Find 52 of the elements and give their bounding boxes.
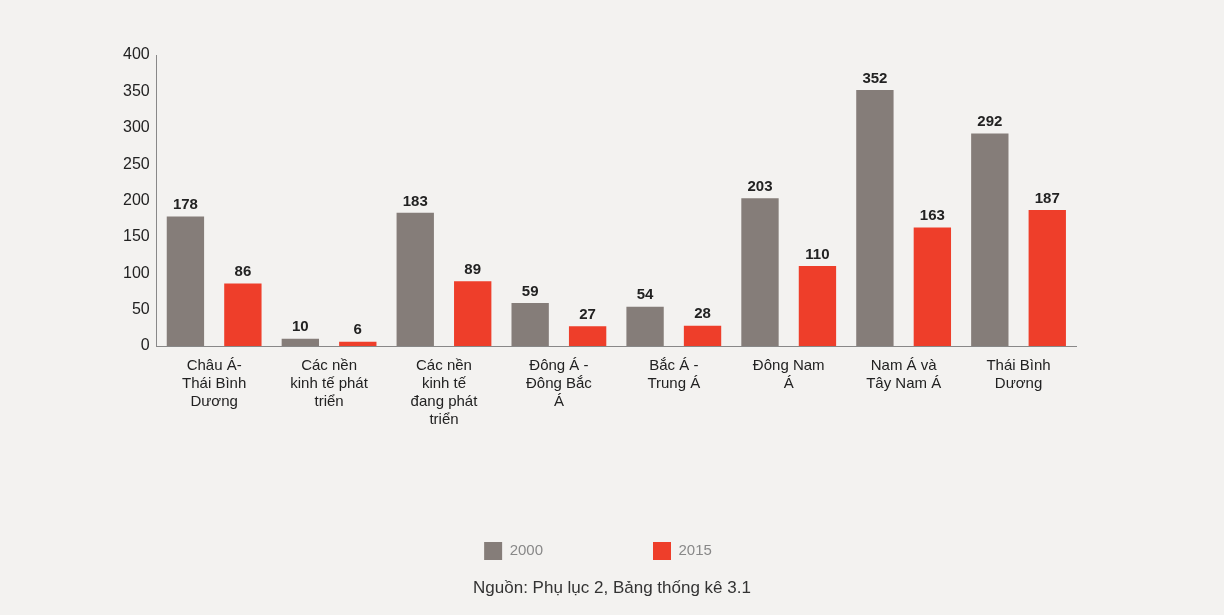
data-label: 183 (402, 191, 428, 209)
x-tick-label: Các nền kinh tế đang phát triển (410, 356, 479, 428)
bar (568, 326, 607, 346)
data-label: 292 (977, 112, 1003, 130)
bar (224, 283, 262, 346)
data-label: 6 (353, 320, 362, 338)
x-tick-label: Đông Á - Đông Bắc Á (525, 356, 593, 410)
data-label: 187 (1034, 188, 1060, 206)
bar (281, 338, 320, 346)
x-tick-label: Thái Bình Dương (986, 356, 1051, 392)
bar (683, 325, 722, 346)
y-tick-label: 0 (140, 336, 150, 354)
y-tick-label: 250 (122, 154, 150, 172)
x-tick-label: Đông Nam Á (752, 356, 825, 392)
data-label: 352 (862, 68, 888, 86)
legend-label: 2015 (678, 541, 712, 559)
x-tick-label: Nam Á và Tây Nam Á (866, 356, 942, 392)
bar (454, 281, 492, 346)
data-label: 89 (464, 259, 482, 277)
data-label: 10 (291, 317, 309, 335)
bar (971, 133, 1009, 346)
data-label: 203 (747, 176, 773, 194)
data-label: 86 (234, 262, 252, 280)
y-tick-label: 200 (122, 190, 150, 208)
bar (339, 341, 377, 346)
bar (856, 89, 894, 346)
data-label: 27 (579, 305, 596, 322)
bar (798, 265, 837, 346)
x-tick-label: Châu Á- Thái Bình Dương (182, 356, 247, 410)
legend-label: 2000 (509, 541, 544, 559)
bar (396, 212, 434, 346)
bar (1028, 209, 1066, 346)
bar (626, 306, 664, 346)
x-tick-label: Các nền kinh tế phát triển (290, 356, 369, 410)
y-tick-label: 150 (122, 227, 150, 245)
data-label: 163 (919, 206, 945, 224)
x-tick-label: Bắc Á - Trung Á (647, 356, 701, 392)
y-tick-label: 350 (122, 81, 150, 99)
data-label: 110 (805, 244, 830, 262)
y-tick-label: 400 (122, 45, 150, 63)
bar (166, 216, 205, 346)
bar (913, 227, 952, 346)
bar (511, 303, 549, 346)
data-label: 54 (636, 285, 655, 303)
y-tick-label: 50 (131, 300, 150, 318)
data-label: 178 (172, 195, 198, 213)
data-label: 59 (521, 281, 539, 299)
data-label: 28 (694, 304, 711, 322)
bar (741, 198, 779, 346)
y-tick-label: 300 (122, 118, 150, 136)
y-tick-label: 100 (122, 263, 150, 281)
text: Nguồn: Phụ lục 2, Bảng thống kê 3.1 (472, 578, 752, 598)
